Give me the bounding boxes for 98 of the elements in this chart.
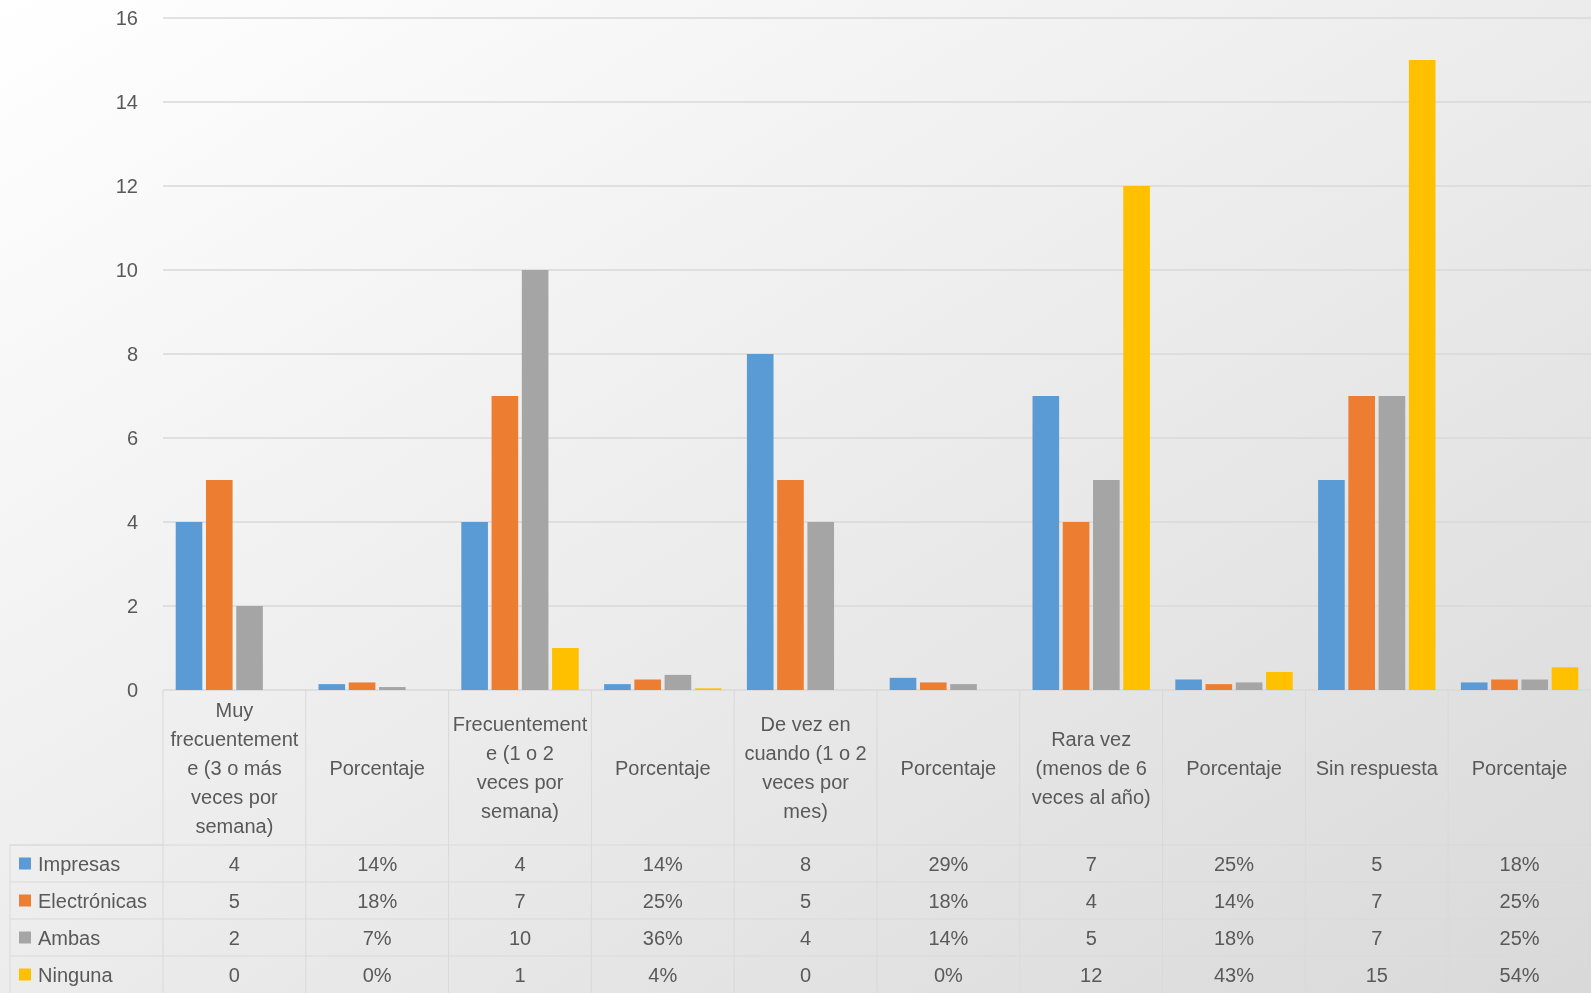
data-label: 5 bbox=[1085, 926, 1097, 949]
x-tick-label: Porcentaje bbox=[1471, 756, 1568, 779]
bar bbox=[461, 522, 488, 690]
bar bbox=[950, 684, 977, 690]
bar bbox=[1491, 679, 1518, 690]
bar bbox=[175, 522, 203, 690]
data-label: 0% bbox=[933, 963, 964, 986]
bar bbox=[1408, 60, 1436, 690]
y-tick-label: 4 bbox=[126, 511, 138, 533]
bar bbox=[1521, 679, 1549, 690]
data-label: 7% bbox=[362, 926, 392, 949]
bar bbox=[807, 522, 835, 690]
data-label: 36% bbox=[642, 926, 684, 949]
data-label: 18% bbox=[357, 889, 398, 912]
bar bbox=[491, 396, 519, 690]
data-label: 0 bbox=[800, 963, 812, 986]
bar bbox=[205, 480, 233, 690]
y-tick-label: 16 bbox=[115, 7, 138, 29]
bar bbox=[1175, 679, 1202, 690]
bar bbox=[1318, 480, 1345, 690]
data-label: 10 bbox=[508, 926, 532, 949]
data-label: 7 bbox=[514, 889, 526, 912]
bar bbox=[889, 677, 917, 690]
data-label: 4 bbox=[514, 852, 526, 875]
bar bbox=[1032, 396, 1060, 690]
y-tick-label: 6 bbox=[126, 427, 138, 449]
data-label: 14% bbox=[642, 852, 684, 875]
bar bbox=[1123, 186, 1150, 690]
bar bbox=[552, 648, 579, 690]
x-tick-label: Sin respuesta bbox=[1315, 756, 1439, 779]
y-tick-label: 2 bbox=[126, 595, 138, 617]
y-tick-label: 8 bbox=[126, 343, 138, 365]
data-label: 4 bbox=[1085, 889, 1097, 912]
data-label: 18% bbox=[928, 889, 969, 912]
bar bbox=[746, 354, 774, 690]
bar bbox=[604, 684, 631, 690]
bar bbox=[664, 674, 692, 690]
data-label: 14% bbox=[928, 926, 969, 949]
data-label: 0 bbox=[228, 963, 240, 986]
data-label: 4 bbox=[228, 852, 240, 875]
bar bbox=[1378, 396, 1406, 690]
bar bbox=[521, 270, 549, 690]
data-label: 14% bbox=[1213, 889, 1255, 912]
y-tick-label: 12 bbox=[115, 175, 138, 197]
bar bbox=[318, 684, 346, 690]
bar bbox=[236, 606, 263, 690]
data-label: 14% bbox=[357, 852, 398, 875]
data-label: 15 bbox=[1365, 963, 1388, 986]
data-label: 0% bbox=[362, 963, 392, 986]
y-tick-label: 14 bbox=[115, 91, 138, 113]
x-tick-label: Muy frecuentemente (3 o más veces por semana) bbox=[170, 698, 299, 837]
data-label: 7 bbox=[1085, 852, 1097, 875]
data-label: 54% bbox=[1499, 963, 1540, 986]
bar bbox=[1205, 684, 1233, 690]
data-label: 2 bbox=[228, 926, 240, 949]
x-tick-label: Rara vez (menos de 6 veces al año) bbox=[1031, 727, 1151, 808]
bar bbox=[919, 682, 947, 690]
legend-label: Electrónicas bbox=[38, 889, 147, 912]
x-tick-label: De vez en cuando (1 o 2 veces por mes) bbox=[744, 713, 867, 822]
data-label: 5 bbox=[228, 889, 240, 912]
data-label: 43% bbox=[1213, 963, 1255, 986]
data-label: 29% bbox=[928, 852, 969, 875]
bar bbox=[777, 480, 804, 690]
legend-label: Ninguna bbox=[38, 963, 114, 986]
y-tick-label: 10 bbox=[115, 259, 138, 281]
x-tick-label: Porcentaje bbox=[329, 756, 426, 779]
data-label: 12 bbox=[1080, 963, 1103, 986]
data-label: 25% bbox=[1499, 889, 1540, 912]
bar bbox=[1551, 667, 1579, 690]
legend-label: Impresas bbox=[38, 852, 121, 875]
legend-label: Ambas bbox=[38, 926, 101, 949]
data-label: 5 bbox=[800, 889, 812, 912]
data-label: 25% bbox=[642, 889, 684, 912]
bar bbox=[1235, 682, 1263, 690]
x-tick-label: Porcentaje bbox=[614, 756, 711, 779]
x-tick-label: Frecuentemente (1 o 2 veces por semana) bbox=[452, 713, 588, 822]
x-tick-label: Porcentaje bbox=[1186, 756, 1282, 779]
bar bbox=[1062, 522, 1090, 690]
data-label: 4% bbox=[648, 963, 678, 986]
bar bbox=[348, 682, 376, 690]
data-label: 7 bbox=[1371, 889, 1383, 912]
data-label: 18% bbox=[1499, 852, 1540, 875]
bar bbox=[1266, 671, 1293, 690]
x-tick-label: Porcentaje bbox=[900, 756, 997, 779]
data-label: 7 bbox=[1371, 926, 1383, 949]
data-label: 5 bbox=[1371, 852, 1383, 875]
bar bbox=[634, 679, 661, 690]
data-label: 25% bbox=[1213, 852, 1255, 875]
bar bbox=[1093, 480, 1120, 690]
data-label: 1 bbox=[514, 963, 526, 986]
y-tick-label: 0 bbox=[126, 679, 138, 701]
data-label: 8 bbox=[800, 852, 812, 875]
data-label: 18% bbox=[1213, 926, 1255, 949]
bar bbox=[1460, 682, 1488, 690]
data-label: 4 bbox=[800, 926, 812, 949]
bar bbox=[379, 687, 406, 690]
bar bbox=[1348, 396, 1375, 690]
data-label: 25% bbox=[1499, 926, 1540, 949]
